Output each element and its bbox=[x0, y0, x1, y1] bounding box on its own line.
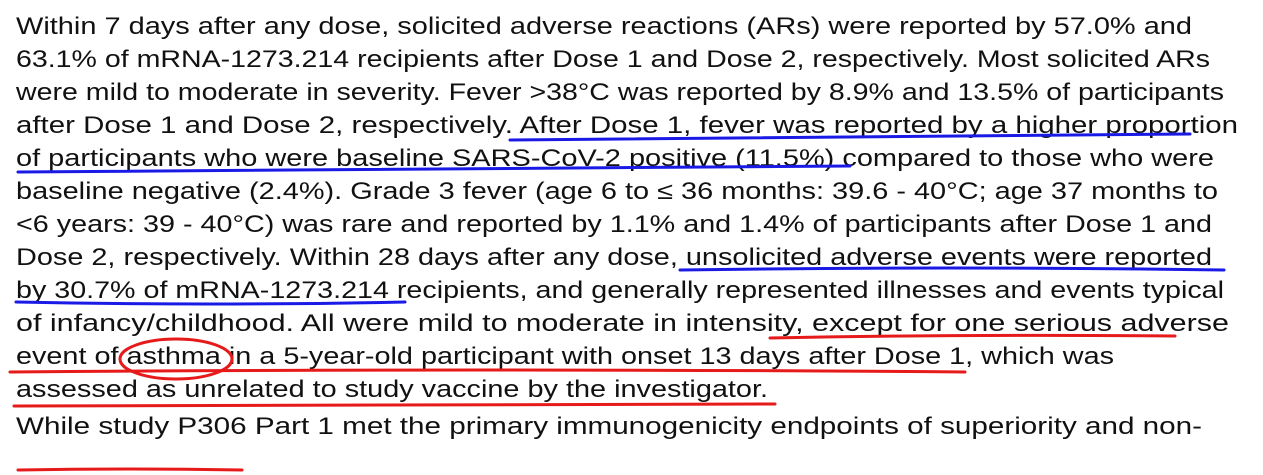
text-line: of infancy/childhood. All were mild to m… bbox=[16, 310, 1229, 337]
red-circle bbox=[118, 337, 234, 381]
text-line: Dose 2, respectively. Within 28 days aft… bbox=[16, 244, 1212, 271]
blue-underline bbox=[16, 164, 852, 174]
red-underline bbox=[8, 368, 967, 374]
red-underline bbox=[16, 467, 244, 472]
text-line: 63.1% of mRNA-1273.214 recipients after … bbox=[16, 46, 1210, 73]
text-line: While study P306 Part 1 met the primary … bbox=[16, 413, 1202, 440]
red-underline bbox=[768, 333, 1177, 340]
annotations bbox=[8, 132, 1226, 472]
text-line: event of asthma in a 5-year-old particip… bbox=[16, 343, 1114, 370]
text-line: <6 years: 39 - 40°C) was rare and report… bbox=[16, 211, 1212, 238]
text-line: were mild to moderate in severity. Fever… bbox=[15, 79, 1224, 106]
blue-underline bbox=[678, 266, 1226, 272]
text-line: assessed as unrelated to study vaccine b… bbox=[16, 376, 768, 403]
blue-underline bbox=[508, 132, 1192, 142]
text-line: Within 7 days after any dose, solicited … bbox=[16, 13, 1192, 40]
text-line: baseline negative (2.4%). Grade 3 fever … bbox=[16, 178, 1218, 205]
text-line: by 30.7% of mRNA-1273.214 recipients, an… bbox=[16, 277, 1224, 304]
red-underline bbox=[12, 402, 777, 408]
blue-underline bbox=[14, 300, 407, 306]
